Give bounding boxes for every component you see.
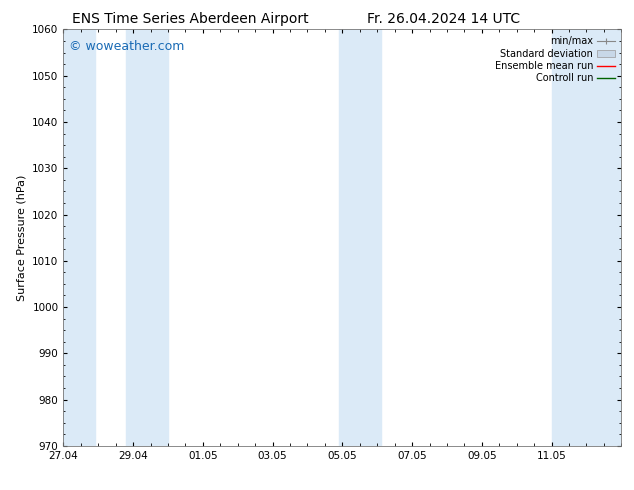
Legend: min/max, Standard deviation, Ensemble mean run, Controll run: min/max, Standard deviation, Ensemble me… [493,34,616,85]
Text: ENS Time Series Aberdeen Airport: ENS Time Series Aberdeen Airport [72,12,309,26]
Bar [552,29,621,446]
Bar [126,29,168,446]
Text: Fr. 26.04.2024 14 UTC: Fr. 26.04.2024 14 UTC [367,12,521,26]
Bar [339,29,380,446]
Bar [63,29,95,446]
Text: © woweather.com: © woweather.com [69,40,184,53]
Y-axis label: Surface Pressure (hPa): Surface Pressure (hPa) [16,174,27,301]
